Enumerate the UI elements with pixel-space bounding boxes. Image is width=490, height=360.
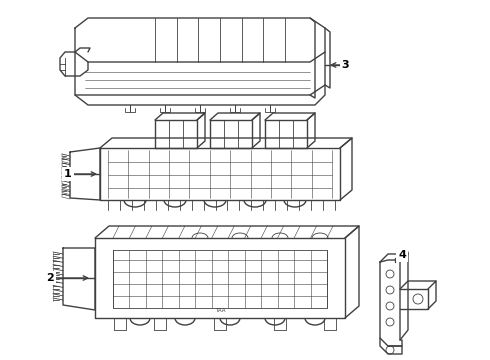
Text: TAA: TAA <box>215 307 225 312</box>
Text: 3: 3 <box>341 60 349 70</box>
Text: 2: 2 <box>46 273 54 283</box>
Text: 4: 4 <box>398 250 406 260</box>
Text: 1: 1 <box>64 169 72 179</box>
